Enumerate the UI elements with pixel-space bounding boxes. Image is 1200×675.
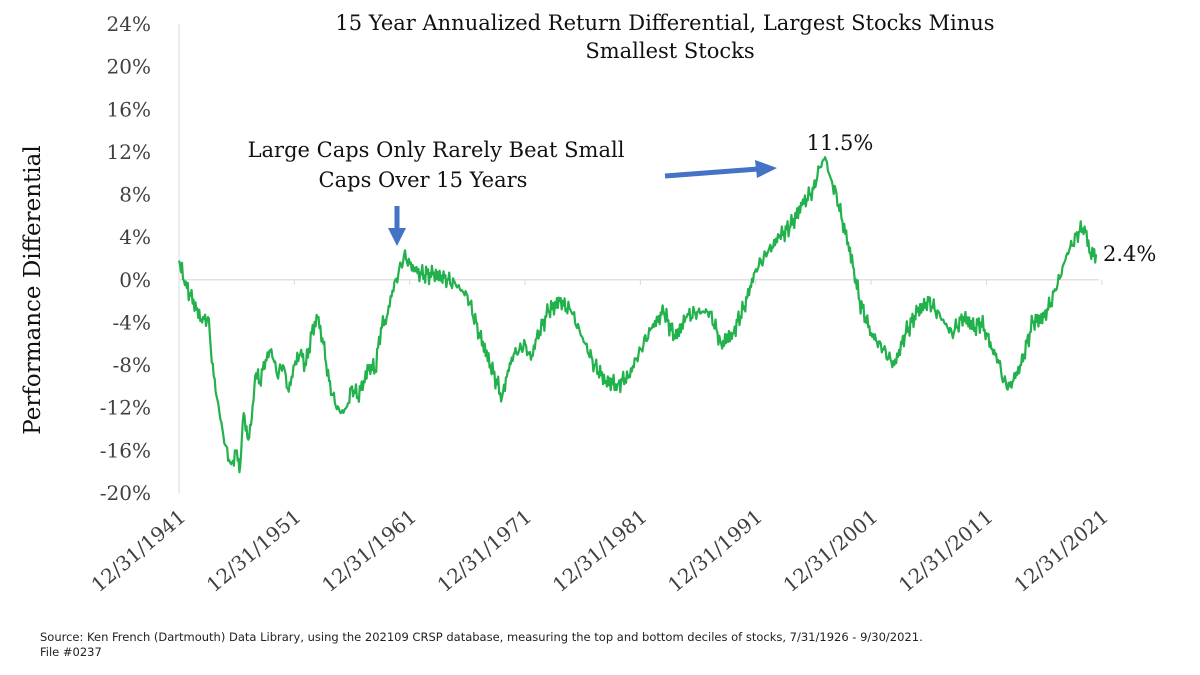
y-tick-label: 8% bbox=[119, 183, 151, 207]
y-tick-label: -16% bbox=[100, 438, 151, 462]
y-tick-label: 12% bbox=[107, 140, 151, 164]
annotation-peak-label: 11.5% bbox=[807, 131, 874, 155]
axes bbox=[178, 24, 1099, 493]
x-tick-label: 12/31/2011 bbox=[894, 504, 998, 596]
annotation-large-caps-line-2: Caps Over 15 Years bbox=[319, 168, 528, 192]
chart-title-line-1: 15 Year Annualized Return Differential, … bbox=[335, 11, 994, 35]
arrow-right-head-icon bbox=[755, 160, 777, 178]
y-tick-label: 16% bbox=[107, 97, 151, 121]
x-tick-label: 12/31/1961 bbox=[317, 504, 421, 596]
source-note-line-2: File #0237 bbox=[40, 645, 102, 659]
x-tick-label: 12/31/1951 bbox=[202, 504, 306, 596]
annotation-end-label: 2.4% bbox=[1103, 242, 1156, 266]
y-tick-label: 24% bbox=[107, 12, 151, 36]
y-tick-label: -12% bbox=[100, 396, 151, 420]
annotation-large-caps-line-1: Large Caps Only Rarely Beat Small bbox=[248, 138, 625, 162]
x-tick-label: 12/31/1981 bbox=[548, 504, 652, 596]
y-tick-label: -8% bbox=[113, 353, 152, 377]
x-tick-label: 12/31/1991 bbox=[663, 504, 767, 596]
y-axis-label: Performance Differential bbox=[20, 145, 46, 434]
y-axis-ticks: 24% 20% 16% 12% 8% 4% 0% -4% -8% -12% -16% -20% bbox=[100, 12, 151, 505]
y-tick-label: 20% bbox=[107, 55, 151, 79]
arrow-down-head-icon bbox=[388, 228, 406, 246]
annotation-arrows bbox=[388, 160, 777, 246]
y-tick-label: 0% bbox=[119, 268, 151, 292]
source-note-line-1: Source: Ken French (Dartmouth) Data Libr… bbox=[40, 630, 923, 644]
x-tick-label: 12/31/1971 bbox=[433, 504, 537, 596]
series-line bbox=[178, 156, 1098, 474]
chart-title-line-2: Smallest Stocks bbox=[585, 39, 754, 63]
x-tick-label: 12/31/2021 bbox=[1009, 504, 1113, 596]
y-tick-label: 4% bbox=[119, 225, 151, 249]
y-tick-label: -20% bbox=[100, 481, 151, 505]
arrow-right-icon bbox=[664, 166, 759, 179]
x-tick-label: 12/31/1941 bbox=[86, 504, 190, 596]
y-tick-label: -4% bbox=[113, 310, 152, 334]
x-tick-label: 12/31/2001 bbox=[779, 504, 883, 596]
series-layer bbox=[178, 156, 1098, 474]
